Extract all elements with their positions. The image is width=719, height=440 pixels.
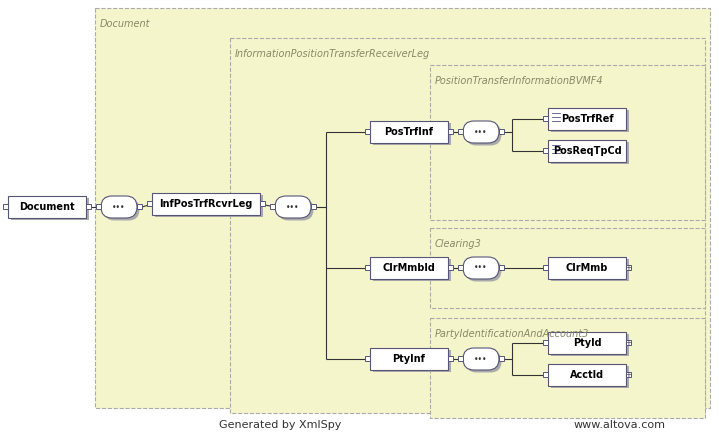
Text: •••: •••	[286, 202, 300, 212]
FancyBboxPatch shape	[499, 265, 504, 271]
FancyBboxPatch shape	[270, 205, 275, 209]
Text: +: +	[626, 265, 631, 271]
FancyBboxPatch shape	[430, 318, 705, 418]
FancyBboxPatch shape	[551, 110, 628, 132]
FancyBboxPatch shape	[430, 65, 705, 220]
FancyBboxPatch shape	[548, 140, 626, 162]
FancyBboxPatch shape	[499, 129, 504, 135]
FancyBboxPatch shape	[104, 198, 139, 220]
Text: PtyInf: PtyInf	[393, 354, 426, 364]
FancyBboxPatch shape	[543, 265, 548, 271]
FancyBboxPatch shape	[548, 257, 626, 279]
FancyBboxPatch shape	[448, 356, 453, 362]
FancyBboxPatch shape	[626, 341, 631, 345]
Text: PositionTransferInformationBVMF4: PositionTransferInformationBVMF4	[435, 76, 604, 86]
FancyBboxPatch shape	[137, 205, 142, 209]
Text: ClrMmb: ClrMmb	[566, 263, 608, 273]
FancyBboxPatch shape	[548, 364, 626, 386]
FancyBboxPatch shape	[372, 260, 451, 282]
FancyBboxPatch shape	[463, 121, 499, 143]
FancyBboxPatch shape	[543, 341, 548, 345]
FancyBboxPatch shape	[152, 193, 260, 215]
FancyBboxPatch shape	[365, 356, 370, 362]
FancyBboxPatch shape	[370, 121, 448, 143]
FancyBboxPatch shape	[372, 124, 451, 146]
FancyBboxPatch shape	[551, 260, 628, 282]
Text: Document: Document	[100, 19, 150, 29]
Text: Document: Document	[19, 202, 75, 212]
FancyBboxPatch shape	[86, 205, 91, 209]
FancyBboxPatch shape	[626, 265, 631, 271]
Text: PosTrfInf: PosTrfInf	[385, 127, 434, 137]
Text: +: +	[626, 372, 631, 378]
FancyBboxPatch shape	[11, 198, 88, 220]
FancyBboxPatch shape	[543, 149, 548, 154]
FancyBboxPatch shape	[465, 124, 501, 146]
FancyBboxPatch shape	[101, 196, 137, 218]
Text: InformationPositionTransferReceiverLeg: InformationPositionTransferReceiverLeg	[235, 49, 430, 59]
FancyBboxPatch shape	[311, 205, 316, 209]
FancyBboxPatch shape	[499, 356, 504, 362]
FancyBboxPatch shape	[430, 228, 705, 308]
FancyBboxPatch shape	[365, 129, 370, 135]
FancyBboxPatch shape	[551, 334, 628, 356]
FancyBboxPatch shape	[463, 257, 499, 279]
FancyBboxPatch shape	[465, 260, 501, 282]
FancyBboxPatch shape	[365, 265, 370, 271]
FancyBboxPatch shape	[147, 202, 152, 206]
FancyBboxPatch shape	[543, 117, 548, 121]
FancyBboxPatch shape	[260, 202, 265, 206]
Text: AcctId: AcctId	[570, 370, 604, 380]
Text: PartyIdentificationAndAccount3: PartyIdentificationAndAccount3	[435, 329, 590, 339]
Text: •••: •••	[475, 355, 487, 363]
Text: +: +	[626, 340, 631, 346]
Text: ClrMmbId: ClrMmbId	[383, 263, 436, 273]
FancyBboxPatch shape	[465, 351, 501, 373]
FancyBboxPatch shape	[155, 195, 262, 217]
FancyBboxPatch shape	[8, 196, 86, 218]
Text: Clearing3: Clearing3	[435, 239, 482, 249]
FancyBboxPatch shape	[551, 143, 628, 165]
Text: •••: •••	[475, 264, 487, 272]
FancyBboxPatch shape	[278, 198, 313, 220]
FancyBboxPatch shape	[463, 348, 499, 370]
FancyBboxPatch shape	[551, 367, 628, 389]
FancyBboxPatch shape	[548, 332, 626, 354]
FancyBboxPatch shape	[626, 373, 631, 378]
Text: PtyId: PtyId	[573, 338, 601, 348]
FancyBboxPatch shape	[448, 265, 453, 271]
FancyBboxPatch shape	[458, 129, 463, 135]
FancyBboxPatch shape	[548, 108, 626, 130]
FancyBboxPatch shape	[275, 196, 311, 218]
FancyBboxPatch shape	[370, 257, 448, 279]
Text: •••: •••	[112, 202, 126, 212]
Text: PosReqTpCd: PosReqTpCd	[553, 146, 621, 156]
Text: •••: •••	[475, 128, 487, 136]
FancyBboxPatch shape	[230, 38, 705, 413]
Text: www.altova.com: www.altova.com	[574, 420, 666, 430]
FancyBboxPatch shape	[370, 348, 448, 370]
FancyBboxPatch shape	[372, 351, 451, 373]
Text: PosTrfRef: PosTrfRef	[561, 114, 613, 124]
FancyBboxPatch shape	[458, 356, 463, 362]
Text: InfPosTrfRcvrLeg: InfPosTrfRcvrLeg	[160, 199, 252, 209]
FancyBboxPatch shape	[448, 129, 453, 135]
FancyBboxPatch shape	[543, 373, 548, 378]
FancyBboxPatch shape	[3, 205, 8, 209]
FancyBboxPatch shape	[96, 205, 101, 209]
FancyBboxPatch shape	[95, 8, 710, 408]
FancyBboxPatch shape	[458, 265, 463, 271]
Text: Generated by XmlSpy: Generated by XmlSpy	[219, 420, 342, 430]
